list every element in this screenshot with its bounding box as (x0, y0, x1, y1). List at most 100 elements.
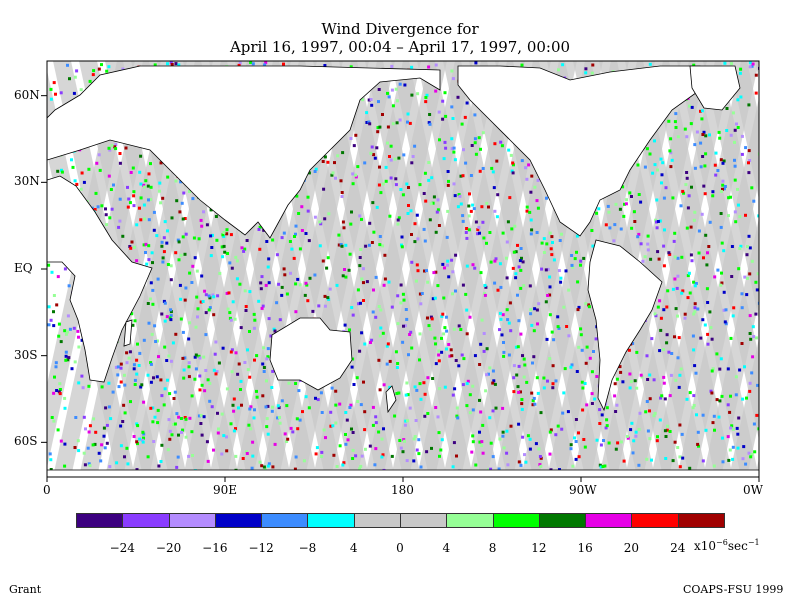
divergence-pixel (531, 399, 535, 403)
divergence-pixel (507, 148, 511, 152)
divergence-pixel (491, 455, 495, 459)
divergence-pixel (427, 161, 431, 164)
divergence-pixel (201, 300, 205, 303)
divergence-pixel (575, 250, 578, 254)
divergence-pixel (460, 353, 464, 357)
divergence-pixel (264, 283, 268, 287)
divergence-pixel (549, 247, 553, 251)
divergence-pixel (313, 273, 317, 277)
divergence-pixel (133, 319, 137, 323)
divergence-pixel (253, 318, 257, 322)
lon-label-3: 90W (569, 483, 597, 497)
divergence-pixel (58, 382, 62, 386)
divergence-pixel (105, 69, 109, 73)
divergence-pixel (648, 409, 651, 413)
divergence-pixel (87, 430, 91, 434)
divergence-pixel (334, 421, 338, 425)
divergence-pixel (127, 356, 131, 360)
divergence-pixel (97, 153, 101, 157)
divergence-pixel (406, 419, 410, 423)
divergence-pixel (181, 217, 185, 221)
divergence-pixel (511, 171, 515, 175)
divergence-pixel (692, 348, 696, 352)
divergence-pixel (177, 258, 181, 262)
divergence-pixel (143, 217, 147, 221)
divergence-pixel (391, 104, 395, 108)
divergence-pixel (354, 454, 358, 458)
divergence-pixel (405, 381, 409, 385)
divergence-pixel (394, 177, 398, 181)
divergence-pixel (464, 231, 468, 234)
divergence-pixel (410, 161, 414, 165)
divergence-pixel (551, 241, 554, 244)
divergence-pixel (734, 393, 738, 397)
divergence-pixel (383, 253, 387, 257)
divergence-pixel (471, 263, 475, 267)
divergence-pixel (371, 310, 375, 314)
divergence-pixel (525, 380, 529, 384)
divergence-pixel (222, 235, 226, 238)
divergence-pixel (532, 355, 536, 359)
divergence-pixel (374, 421, 378, 425)
lon-label-1: 90E (213, 483, 238, 497)
divergence-pixel (756, 383, 759, 387)
lat-label-3: 30S (14, 347, 38, 362)
divergence-pixel (493, 281, 497, 285)
divergence-pixel (410, 346, 414, 350)
divergence-pixel (660, 181, 663, 185)
divergence-pixel (528, 284, 532, 288)
divergence-pixel (425, 450, 429, 454)
divergence-pixel (580, 348, 584, 352)
new-zealand-island (385, 385, 397, 414)
divergence-pixel (122, 403, 126, 407)
divergence-pixel (229, 422, 233, 426)
divergence-pixel (199, 300, 203, 304)
divergence-pixel (718, 367, 722, 371)
divergence-pixel (753, 450, 757, 454)
divergence-pixel (126, 462, 130, 466)
divergence-pixel (339, 179, 343, 183)
divergence-pixel (576, 308, 580, 312)
divergence-pixel (561, 63, 565, 67)
divergence-pixel (429, 202, 433, 206)
divergence-pixel (341, 220, 345, 224)
divergence-pixel (82, 180, 86, 184)
divergence-pixel (99, 459, 103, 463)
divergence-pixel (481, 451, 485, 455)
divergence-pixel (478, 398, 481, 402)
divergence-pixel (752, 335, 756, 339)
divergence-pixel (441, 99, 445, 103)
divergence-pixel (512, 390, 516, 394)
divergence-pixel (643, 255, 647, 259)
divergence-pixel (702, 130, 706, 134)
divergence-pixel (748, 389, 752, 393)
divergence-pixel (455, 414, 459, 418)
divergence-pixel (651, 171, 655, 175)
divergence-pixel (311, 309, 315, 313)
divergence-pixel (344, 442, 348, 446)
divergence-pixel (314, 167, 318, 171)
divergence-pixel (295, 417, 299, 421)
divergence-pixel (504, 256, 508, 260)
divergence-pixel (93, 442, 97, 446)
divergence-pixel (139, 196, 143, 200)
divergence-pixel (721, 183, 725, 187)
divergence-pixel (722, 308, 726, 312)
divergence-pixel (182, 368, 186, 372)
divergence-pixel (733, 210, 737, 214)
divergence-pixel (49, 87, 53, 91)
divergence-pixel (706, 332, 710, 336)
divergence-pixel (187, 337, 191, 341)
divergence-pixel (418, 382, 422, 386)
divergence-pixel (400, 243, 403, 247)
divergence-pixel (614, 447, 618, 451)
divergence-pixel (152, 228, 156, 232)
divergence-pixel (282, 62, 285, 66)
divergence-pixel (559, 280, 563, 284)
divergence-pixel (261, 362, 265, 366)
divergence-pixel (603, 464, 607, 468)
divergence-pixel (422, 227, 426, 231)
divergence-pixel (711, 190, 715, 194)
divergence-pixel (748, 314, 752, 318)
divergence-pixel (453, 158, 457, 162)
